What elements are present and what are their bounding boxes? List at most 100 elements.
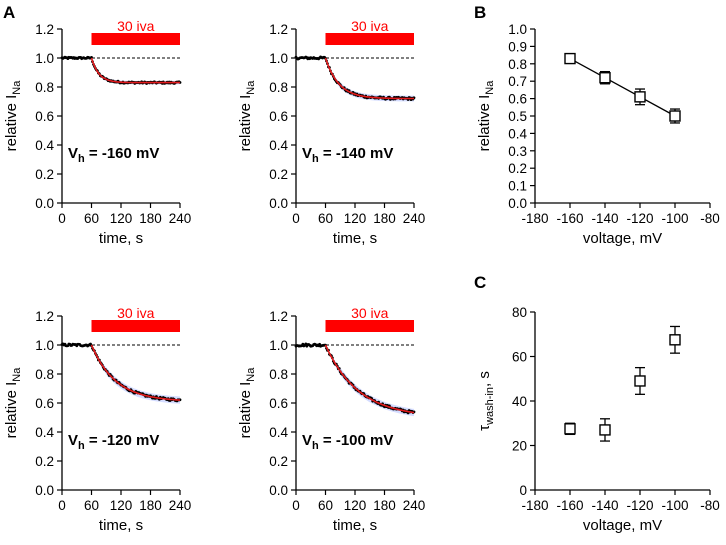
y-tick-label: 60	[512, 350, 527, 365]
y-tick-label: 0.7	[508, 74, 527, 89]
linear-fit-line	[569, 58, 676, 117]
y-axis-label-sub: Na	[245, 80, 257, 95]
y-axis-label: relative INa	[3, 367, 23, 439]
error-band	[325, 57, 414, 102]
y-tick-label: 0.4	[35, 138, 54, 153]
y-axis-label-main: τ	[476, 425, 493, 431]
x-tick-label: 120	[344, 211, 367, 226]
x-tick-label: 60	[318, 498, 333, 513]
y-tick-label: 0	[519, 483, 527, 498]
error-band	[325, 344, 414, 417]
vh-annotation-value: = -100 mV	[319, 432, 394, 449]
vh-annotation-sub: h	[312, 440, 319, 452]
x-tick-label: -80	[700, 211, 720, 226]
error-band	[91, 344, 180, 404]
fit-curve	[324, 344, 415, 414]
vh-annotation: Vh = -120 mV	[68, 432, 159, 452]
y-axis-label-main: relative I	[237, 95, 254, 152]
x-axis-label: time, s	[99, 517, 143, 534]
x-tick-label: 60	[84, 498, 99, 513]
recording-points	[294, 342, 416, 415]
y-tick-label: 40	[512, 394, 527, 409]
x-axis-label: voltage, mV	[583, 517, 662, 534]
y-tick-label: 0.5	[508, 109, 527, 124]
y-tick-label: 0.6	[35, 109, 54, 124]
x-axis-label: voltage, mV	[583, 230, 662, 247]
axes-A3: 0.0 0.2 0.4 0.6 0.8 1.0 1.2 0 60 120 180 240 time, s…	[3, 305, 191, 534]
y-tick-label: 1.2	[35, 22, 54, 37]
vh-annotation-main: V	[68, 145, 78, 162]
y-tick-label: 0.2	[35, 454, 54, 469]
x-tick-label: 0	[58, 211, 66, 226]
y-tick-label: 0.4	[35, 425, 54, 440]
y-tick-label: 0.2	[269, 454, 288, 469]
data-point-square	[564, 52, 576, 65]
y-tick-label: 0.6	[35, 396, 54, 411]
x-tick-label: -120	[626, 498, 653, 513]
x-tick-label: -140	[591, 211, 618, 226]
y-tick-label: 1.2	[35, 309, 54, 324]
vh-annotation-value: = -160 mV	[85, 145, 160, 162]
x-tick-label: 180	[139, 211, 162, 226]
y-axis-label: relative INa	[237, 367, 257, 439]
x-tick-label: -180	[521, 211, 548, 226]
vh-annotation-sub: h	[78, 153, 85, 165]
y-tick-label: 1.2	[269, 22, 288, 37]
data-point-square	[634, 91, 646, 103]
y-tick-label: 0.3	[508, 144, 527, 159]
y-tick-label: 0.0	[35, 196, 54, 211]
y-tick-label: 0.8	[35, 80, 54, 95]
vh-annotation-main: V	[302, 145, 312, 162]
axes-A4: 0.0 0.2 0.4 0.6 0.8 1.0 1.2 0 60 120 180 240 time, s…	[237, 305, 425, 534]
vh-annotation-value: = -140 mV	[319, 145, 394, 162]
vh-annotation-sub: h	[312, 153, 319, 165]
drug-bar-label: 30 iva	[117, 305, 155, 321]
data-point-square	[564, 423, 576, 435]
x-tick-label: 240	[403, 211, 426, 226]
x-tick-label: -100	[661, 498, 688, 513]
y-tick-label: 1.0	[269, 338, 288, 353]
x-axis-label: time, s	[99, 230, 143, 247]
error-band	[91, 57, 180, 85]
y-tick-label: 0.6	[269, 396, 288, 411]
y-axis-label-main: relative I	[237, 382, 254, 439]
fit-curve	[90, 344, 180, 401]
data-point-square	[599, 72, 611, 84]
x-tick-label: -120	[626, 211, 653, 226]
x-axis-label: time, s	[333, 230, 377, 247]
x-tick-label: -180	[521, 498, 548, 513]
y-tick-label: 1.0	[508, 22, 527, 37]
y-tick-label: 1.0	[35, 338, 54, 353]
fit-curve	[90, 57, 180, 84]
drug-application-bar	[325, 320, 414, 332]
x-tick-label: 120	[344, 498, 367, 513]
x-tick-label: -160	[556, 498, 583, 513]
axes-C: 0 20 40 60 80 -180 -160 -140 -120 -100 -80 voltage,…	[476, 305, 720, 534]
y-axis-label: τwash-in, s	[476, 371, 496, 431]
y-axis-label-tail: , s	[476, 371, 493, 387]
panel-letter-a: A	[3, 3, 15, 22]
x-tick-label: -140	[591, 498, 618, 513]
axes-B: 0.0 0.1 0.2 0.3 0.4 0.5 0.6 0.7 0.8 0.9 1.0 -180 -16…	[476, 22, 720, 247]
y-tick-label: 0.8	[269, 367, 288, 382]
drug-application-bar	[91, 33, 180, 45]
drug-bar-label: 30 iva	[117, 18, 155, 34]
drug-application-bar	[325, 33, 414, 45]
y-axis-label: relative INa	[476, 80, 496, 152]
axes-A1: 0.0 0.2 0.4 0.6 0.8 1.0 1.2 0 60 120 180 240 time, s…	[3, 18, 191, 247]
y-axis-label: relative INa	[237, 80, 257, 152]
y-tick-label: 0.0	[35, 483, 54, 498]
vh-annotation: Vh = -140 mV	[302, 145, 393, 165]
x-tick-label: 180	[373, 211, 396, 226]
y-tick-label: 0.2	[508, 161, 527, 176]
data-point-square	[599, 424, 611, 436]
x-tick-label: -100	[661, 211, 688, 226]
x-tick-label: 180	[139, 498, 162, 513]
y-tick-label: 0.4	[269, 138, 288, 153]
y-axis-label-main: relative I	[3, 382, 20, 439]
vh-annotation-main: V	[302, 432, 312, 449]
drug-bar-label: 30 iva	[351, 305, 389, 321]
data-point-square	[669, 110, 681, 122]
y-tick-label: 0.8	[508, 57, 527, 72]
data-point-square	[669, 334, 681, 346]
